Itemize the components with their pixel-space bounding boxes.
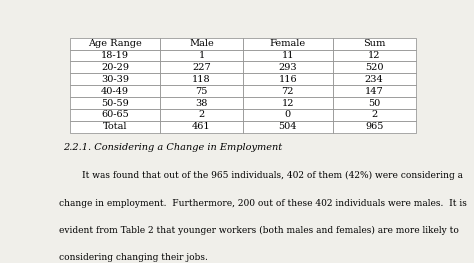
Text: Age Range: Age Range [88, 39, 142, 48]
Bar [243, 62, 333, 73]
Bar [333, 38, 416, 49]
Text: 1: 1 [198, 51, 205, 60]
Bar [243, 85, 333, 97]
Text: 60-65: 60-65 [101, 110, 129, 119]
Bar [160, 97, 243, 109]
Text: 965: 965 [365, 122, 383, 131]
Text: 72: 72 [282, 87, 294, 96]
Bar [160, 109, 243, 121]
Text: 2.2.1. Considering a Change in Employment: 2.2.1. Considering a Change in Employmen… [63, 143, 282, 152]
Bar [243, 49, 333, 62]
Text: 30-39: 30-39 [101, 75, 129, 84]
Text: 12: 12 [282, 99, 294, 108]
Text: 2: 2 [198, 110, 205, 119]
Text: 50-59: 50-59 [101, 99, 129, 108]
Bar [333, 85, 416, 97]
Text: 75: 75 [195, 87, 208, 96]
Bar [333, 121, 416, 133]
Text: 461: 461 [192, 122, 211, 131]
Bar [243, 73, 333, 85]
Text: 50: 50 [368, 99, 380, 108]
Text: It was found that out of the 965 individuals, 402 of them (42%) were considering: It was found that out of the 965 individ… [59, 171, 463, 180]
Bar [70, 85, 160, 97]
Bar [160, 62, 243, 73]
Bar [70, 62, 160, 73]
Text: 2: 2 [371, 110, 377, 119]
Bar [243, 97, 333, 109]
Text: 18-19: 18-19 [101, 51, 129, 60]
Text: 0: 0 [285, 110, 291, 119]
Bar [70, 109, 160, 121]
Bar [160, 38, 243, 49]
Bar [70, 121, 160, 133]
Bar [333, 62, 416, 73]
Text: 504: 504 [279, 122, 297, 131]
Text: 116: 116 [279, 75, 297, 84]
Text: 118: 118 [192, 75, 211, 84]
Text: evident from Table 2 that younger workers (both males and females) are more like: evident from Table 2 that younger worker… [59, 226, 459, 235]
Text: change in employment.  Furthermore, 200 out of these 402 individuals were males.: change in employment. Furthermore, 200 o… [59, 199, 467, 208]
Bar [160, 73, 243, 85]
Bar [243, 109, 333, 121]
Text: 520: 520 [365, 63, 383, 72]
Bar [70, 97, 160, 109]
Text: considering changing their jobs.: considering changing their jobs. [59, 253, 208, 262]
Bar [333, 49, 416, 62]
Text: 38: 38 [195, 99, 208, 108]
Text: 20-29: 20-29 [101, 63, 129, 72]
Text: 293: 293 [279, 63, 297, 72]
Text: 227: 227 [192, 63, 211, 72]
Text: Total: Total [103, 122, 128, 131]
Bar [160, 85, 243, 97]
Bar [160, 49, 243, 62]
Text: Male: Male [189, 39, 214, 48]
Text: 12: 12 [368, 51, 381, 60]
Bar [333, 73, 416, 85]
Text: 234: 234 [365, 75, 383, 84]
Bar [160, 121, 243, 133]
Text: 40-49: 40-49 [101, 87, 129, 96]
Text: Sum: Sum [363, 39, 385, 48]
Text: 147: 147 [365, 87, 383, 96]
Bar [333, 97, 416, 109]
Bar [70, 38, 160, 49]
Bar [70, 49, 160, 62]
Bar [70, 73, 160, 85]
Text: Female: Female [270, 39, 306, 48]
Bar [243, 121, 333, 133]
Bar [243, 38, 333, 49]
Text: 11: 11 [282, 51, 294, 60]
Bar [333, 109, 416, 121]
